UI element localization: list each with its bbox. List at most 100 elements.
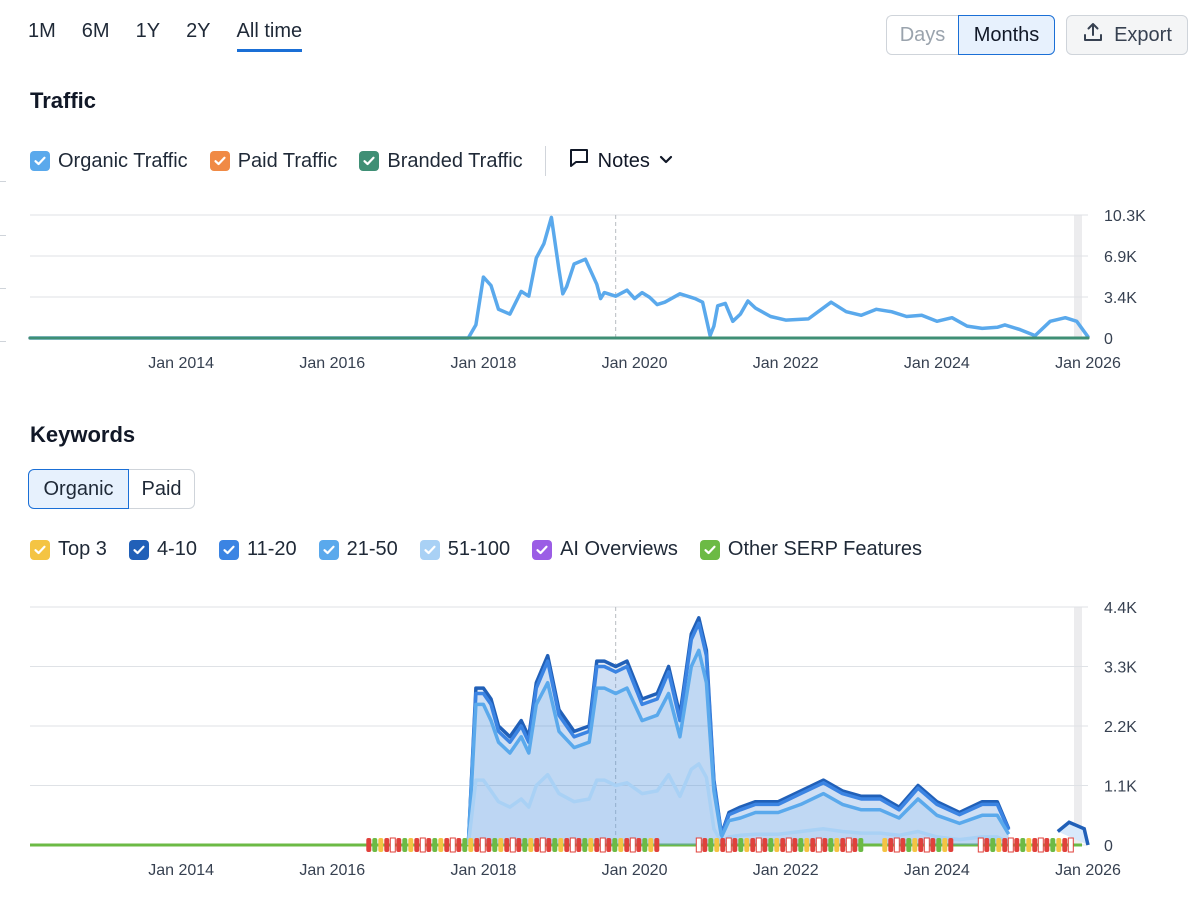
x-tick-label: Jan 2026: [1055, 355, 1121, 372]
serp-feature-marker: [654, 838, 660, 852]
y-tick-label: 6.9K: [1104, 249, 1137, 266]
serp-feature-marker: [798, 838, 804, 852]
range-tab-1y[interactable]: 1Y: [135, 20, 161, 42]
paid-tab[interactable]: Paid: [129, 469, 195, 509]
serp-feature-marker: [599, 837, 606, 853]
series-line-organic-traffic: [28, 215, 1090, 340]
serp-feature-marker: [1067, 837, 1074, 853]
y-tick-label: 4.4K: [1104, 600, 1137, 617]
keywords-type-toggle: Organic Paid: [28, 469, 195, 509]
export-label: Export: [1114, 23, 1172, 46]
serp-feature-marker: [1037, 837, 1044, 853]
legend-21-50[interactable]: 21-50: [318, 538, 398, 561]
series-area-4-10: [468, 617, 1009, 845]
range-tab-6m[interactable]: 6M: [81, 20, 110, 42]
range-tab-2y[interactable]: 2Y: [186, 20, 211, 42]
legend-label: Top 3: [58, 538, 107, 560]
legend-branded-traffic[interactable]: Branded Traffic: [359, 150, 523, 173]
x-tick-label: Jan 2018: [451, 355, 517, 372]
x-tick-label: Jan 2022: [753, 862, 819, 879]
export-button[interactable]: Export: [1066, 15, 1188, 55]
serp-feature-marker: [462, 838, 468, 852]
notes-dropdown[interactable]: Notes: [568, 147, 674, 175]
serp-feature-marker: [396, 838, 402, 852]
legend-11-20[interactable]: 11-20: [218, 538, 297, 561]
months-button[interactable]: Months: [958, 15, 1055, 55]
serp-feature-marker: [648, 838, 654, 852]
legend-label: 21-50: [346, 538, 398, 560]
legend-label: 11-20: [246, 538, 297, 560]
serp-feature-marker: [762, 838, 768, 852]
traffic-legend: Organic Traffic Paid Traffic Branded Tra…: [30, 146, 674, 176]
serp-feature-marker: [882, 838, 888, 852]
serp-feature-marker: [366, 838, 372, 852]
organic-tab[interactable]: Organic: [28, 469, 129, 509]
legend-label: Paid Traffic: [237, 149, 338, 172]
y-tick-label: 1.1K: [1104, 779, 1137, 796]
edge-divider: [0, 235, 6, 236]
serp-feature-marker: [720, 838, 726, 852]
serp-feature-marker: [1014, 838, 1020, 852]
legend-51-100[interactable]: 51-100: [419, 538, 511, 561]
notes-label: Notes: [597, 149, 650, 172]
serp-feature-marker: [576, 838, 582, 852]
y-tick-label: 3.3K: [1104, 660, 1137, 677]
serp-feature-marker: [815, 837, 822, 853]
legend-ai-overviews[interactable]: AI Overviews: [532, 538, 678, 561]
traffic-title: Traffic: [30, 88, 97, 113]
serp-feature-marker: [810, 838, 816, 852]
serp-feature-marker: [888, 838, 894, 852]
legend-paid-traffic[interactable]: Paid Traffic: [209, 149, 338, 173]
series-line-51-100: [466, 762, 1010, 846]
legend-label: 51-100: [447, 538, 511, 560]
y-tick-label: 0: [1104, 331, 1113, 348]
serp-feature-marker: [755, 837, 762, 853]
serp-feature-marker: [389, 837, 396, 853]
checkbox-icon: [419, 539, 440, 560]
serp-feature-marker: [474, 838, 480, 852]
legend-label: AI Overviews: [560, 538, 678, 560]
legend-4-10[interactable]: 4-10: [128, 538, 197, 561]
serp-feature-marker: [636, 838, 642, 852]
days-button[interactable]: Days: [886, 15, 958, 55]
period-toggle: Days Months: [886, 15, 1055, 55]
range-tab-1m[interactable]: 1M: [28, 20, 56, 42]
serp-feature-marker: [456, 838, 462, 852]
serp-feature-marker: [509, 837, 516, 853]
serp-feature-marker: [912, 838, 918, 852]
legend-top-3[interactable]: Top 3: [30, 538, 107, 561]
serp-feature-marker: [708, 838, 714, 852]
series-line-21-50: [466, 648, 1011, 846]
serp-feature-marker: [732, 838, 738, 852]
range-tab-all-time[interactable]: All time: [236, 20, 303, 52]
serp-feature-marker: [588, 838, 594, 852]
serp-feature-marker: [558, 838, 564, 852]
serp-feature-marker: [449, 837, 456, 853]
serp-feature-marker: [594, 838, 600, 852]
serp-feature-marker: [750, 838, 756, 852]
comment-icon: [568, 147, 590, 175]
x-tick-label: Jan 2016: [299, 862, 365, 879]
legend-other-serp-features[interactable]: Other SERP Features: [699, 538, 922, 561]
serp-feature-marker: [948, 838, 954, 852]
legend-label: Organic Traffic: [58, 149, 188, 172]
serp-feature-marker: [774, 838, 780, 852]
serp-feature-marker: [419, 837, 426, 853]
serp-feature-marker: [804, 838, 810, 852]
series-line-tail: [1056, 820, 1090, 846]
serp-feature-marker: [642, 838, 648, 852]
serp-feature-marker: [414, 838, 420, 852]
serp-feature-marker: [624, 838, 630, 852]
serp-feature-marker: [702, 838, 708, 852]
serp-feature-marker: [695, 837, 702, 853]
x-tick-label: Jan 2014: [148, 862, 214, 879]
serp-feature-marker: [492, 838, 498, 852]
chart-scroll-strip: [1074, 215, 1082, 338]
serp-feature-marker: [900, 838, 906, 852]
x-tick-label: Jan 2016: [299, 355, 365, 372]
serp-feature-marker: [629, 837, 636, 853]
serp-feature-marker: [930, 838, 936, 852]
series-area-51-100: [468, 763, 1009, 845]
legend-organic-traffic[interactable]: Organic Traffic: [30, 150, 188, 173]
